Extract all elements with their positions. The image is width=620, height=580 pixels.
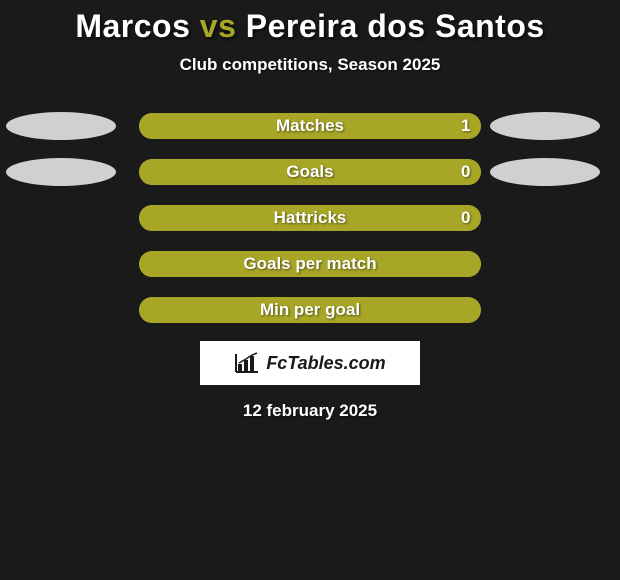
player2-marker <box>490 112 600 140</box>
player2-marker <box>490 158 600 186</box>
stat-row: Min per goal <box>0 295 620 325</box>
vs-label: vs <box>200 8 237 44</box>
subtitle: Club competitions, Season 2025 <box>0 55 620 75</box>
stat-bar-fill <box>139 113 481 139</box>
player1-name: Marcos <box>75 8 190 44</box>
comparison-title: Marcos vs Pereira dos Santos <box>0 0 620 45</box>
player1-marker <box>6 112 116 140</box>
date-label: 12 february 2025 <box>0 401 620 421</box>
branding-badge: FcTables.com <box>200 341 420 385</box>
stat-bar-fill <box>139 159 481 185</box>
stat-row: Matches 1 <box>0 111 620 141</box>
branding-text: FcTables.com <box>266 353 385 374</box>
stat-bar-fill <box>139 297 481 323</box>
stat-row: Goals per match <box>0 249 620 279</box>
stat-bar <box>139 205 481 231</box>
stat-bar-fill <box>139 251 481 277</box>
stat-bar <box>139 297 481 323</box>
stat-bar-fill <box>139 205 481 231</box>
player2-name: Pereira dos Santos <box>246 8 545 44</box>
stats-area: Matches 1 Goals 0 Hattricks 0 Goals per … <box>0 111 620 325</box>
stat-row: Goals 0 <box>0 157 620 187</box>
stat-bar <box>139 251 481 277</box>
stat-bar <box>139 113 481 139</box>
stat-row: Hattricks 0 <box>0 203 620 233</box>
stat-bar <box>139 159 481 185</box>
player1-marker <box>6 158 116 186</box>
bar-chart-icon <box>234 352 260 374</box>
